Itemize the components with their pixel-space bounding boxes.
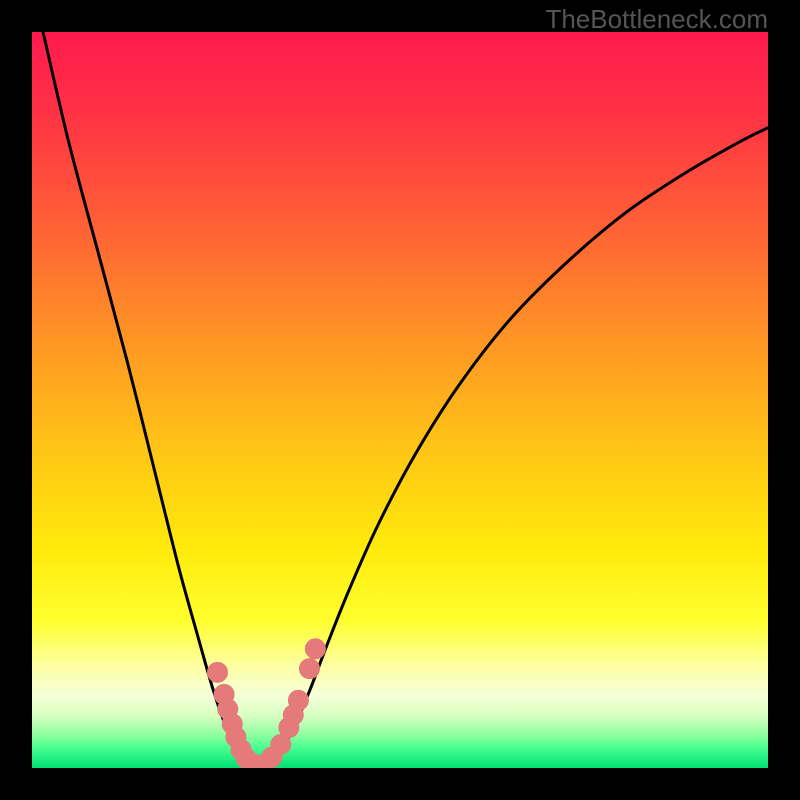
data-marker [207,662,227,682]
bottleneck-curve-chart [32,32,768,768]
watermark-text: TheBottleneck.com [545,4,768,35]
data-marker [299,659,319,679]
data-marker [288,690,308,710]
data-markers [207,639,325,768]
plot-area [32,32,768,768]
data-marker [305,639,325,659]
bottleneck-curve [43,32,768,767]
